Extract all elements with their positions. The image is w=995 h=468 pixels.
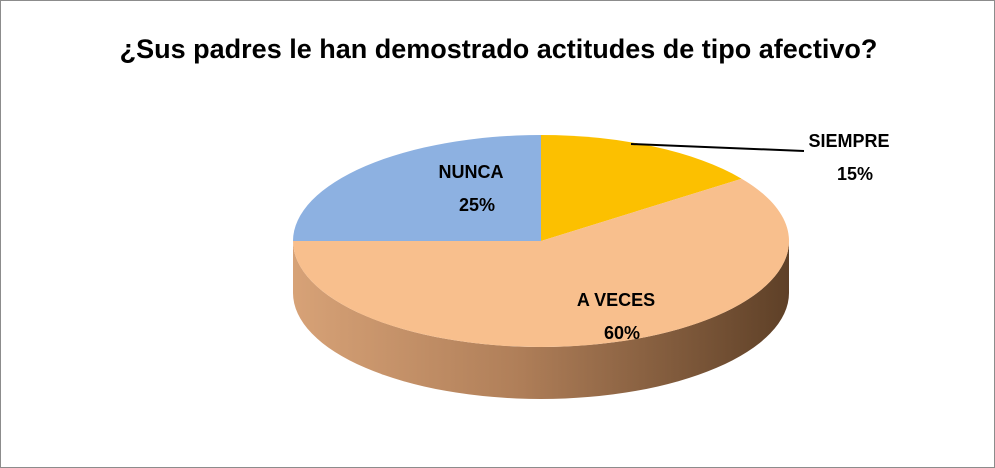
slice-category-label: A VECES [577,290,655,310]
slice-category-label: SIEMPRE [808,131,889,151]
slice-category-label: NUNCA [439,162,504,182]
chart-title: ¿Sus padres le han demostrado actitudes … [119,34,878,64]
slice-value-label: 60% [604,323,640,343]
slice-value-label: 25% [459,195,495,215]
pie-slice [541,135,742,241]
leader-line [630,143,805,152]
slice-value-label: 15% [837,164,873,184]
pie-slice [293,178,789,347]
pie-slice [293,135,541,241]
pie-side [293,241,789,399]
